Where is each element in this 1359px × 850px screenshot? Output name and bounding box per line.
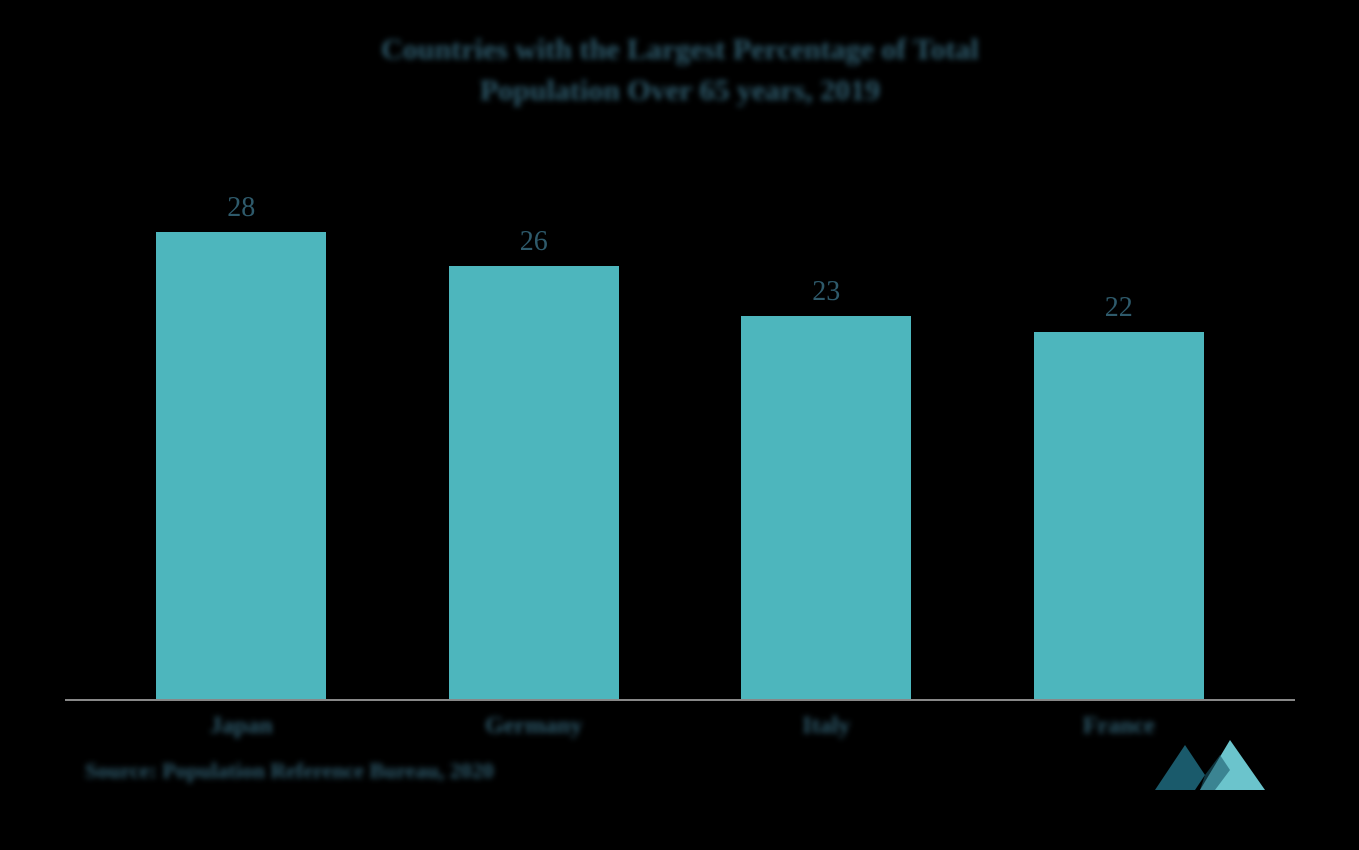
x-axis-labels: Japan Germany Italy France xyxy=(65,701,1295,740)
bar-value-1: 26 xyxy=(520,226,548,258)
bar-value-0: 28 xyxy=(227,192,255,224)
x-label-1: Germany xyxy=(449,713,619,740)
chart-container: Countries with the Largest Percentage of… xyxy=(40,20,1320,830)
brand-logo-icon xyxy=(1150,730,1270,800)
x-label-0: Japan xyxy=(156,713,326,740)
chart-title-line2: Population Over 65 years, 2019 xyxy=(480,74,880,107)
plot-area: 28 26 23 22 xyxy=(65,141,1295,701)
bar-slot-1: 26 xyxy=(449,226,619,699)
bar-slot-2: 23 xyxy=(741,276,911,699)
bar-slot-3: 22 xyxy=(1034,292,1204,699)
bar-2 xyxy=(741,316,911,699)
bars-row: 28 26 23 22 xyxy=(65,141,1295,699)
x-label-2: Italy xyxy=(741,713,911,740)
chart-title: Countries with the Largest Percentage of… xyxy=(230,30,1130,111)
bar-3 xyxy=(1034,332,1204,699)
bar-0 xyxy=(156,232,326,699)
bar-value-3: 22 xyxy=(1105,292,1133,324)
bar-slot-0: 28 xyxy=(156,192,326,699)
source-text: Source: Population Reference Bureau, 202… xyxy=(85,758,1320,784)
chart-title-line1: Countries with the Largest Percentage of… xyxy=(381,33,979,66)
bar-1 xyxy=(449,266,619,699)
bar-value-2: 23 xyxy=(812,276,840,308)
